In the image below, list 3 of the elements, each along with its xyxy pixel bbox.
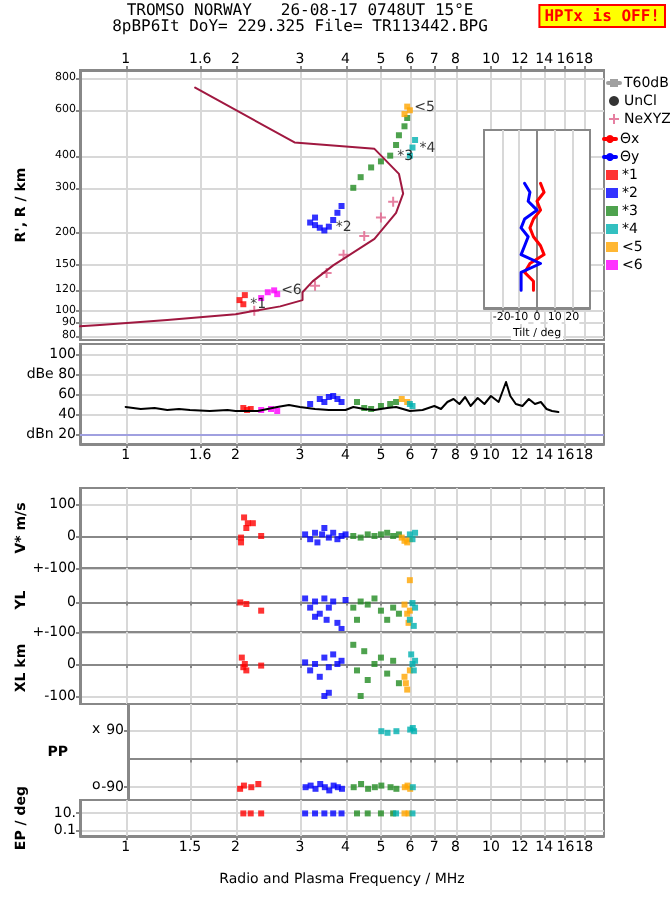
chart-title: TROMSO NORWAY 26-08-17 0748UT 15°E — [126, 1, 474, 19]
chart-subtitle: 8pBP6It DoY= 229.325 File= TR113442.BPG — [112, 17, 489, 35]
text: HPTx is OFF! — [544, 7, 660, 25]
